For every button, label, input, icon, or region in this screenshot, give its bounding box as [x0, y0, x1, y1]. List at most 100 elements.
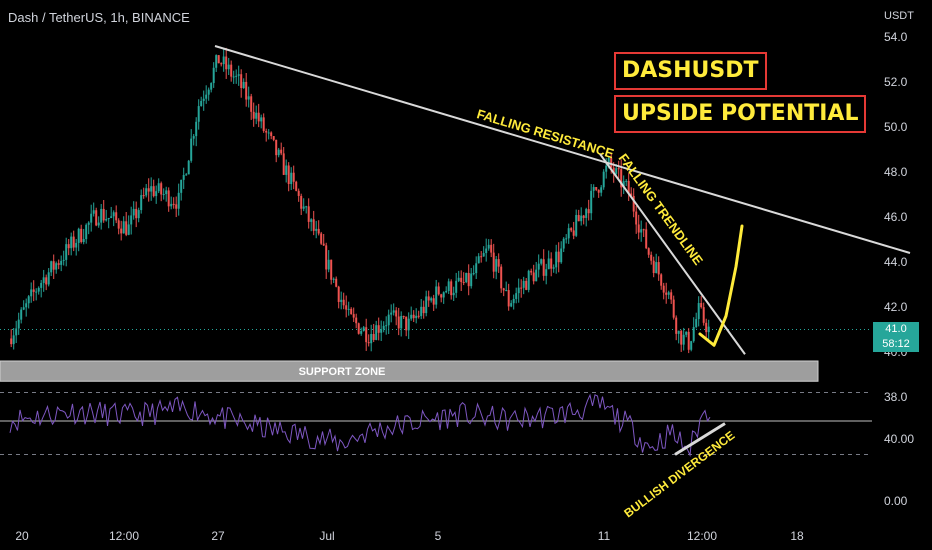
- candle: [22, 300, 25, 311]
- candle-body: [607, 157, 610, 166]
- candle-body: [677, 330, 680, 334]
- candle: [595, 187, 598, 192]
- candle-body: [10, 338, 13, 345]
- candle: [92, 202, 95, 217]
- candle: [477, 253, 480, 264]
- candle-body: [92, 210, 95, 214]
- candle: [250, 93, 253, 120]
- candle: [530, 268, 533, 276]
- candle: [275, 139, 278, 163]
- candle: [505, 281, 508, 292]
- candle: [445, 286, 448, 294]
- candle-body: [345, 305, 348, 310]
- candle: [345, 295, 348, 318]
- candle: [12, 327, 15, 350]
- candle: [427, 290, 430, 307]
- candle-body: [295, 181, 298, 191]
- candle: [327, 250, 330, 273]
- candle: [322, 234, 325, 246]
- candle: [70, 232, 73, 256]
- candle: [75, 238, 78, 256]
- candle-body: [367, 342, 370, 344]
- candle-body: [557, 251, 560, 263]
- candle: [255, 105, 258, 125]
- candle: [450, 279, 453, 300]
- candle-body: [667, 292, 670, 295]
- candle: [297, 188, 300, 202]
- candle: [35, 288, 38, 301]
- candle-body: [490, 244, 493, 253]
- time-axis-tick: 18: [790, 529, 804, 543]
- candle-body: [127, 224, 130, 235]
- candle: [67, 239, 70, 256]
- candle: [447, 278, 450, 295]
- candle: [397, 307, 400, 336]
- candle-body: [350, 308, 353, 315]
- candle: [315, 220, 318, 239]
- candle: [402, 315, 405, 320]
- candle-body: [342, 299, 345, 306]
- support-zone: [0, 360, 819, 382]
- candle-body: [65, 244, 68, 260]
- candle: [360, 327, 363, 336]
- candle-body: [595, 187, 598, 190]
- candle: [367, 334, 370, 347]
- candle: [65, 237, 68, 267]
- candle-body: [267, 132, 270, 134]
- candle: [522, 276, 525, 295]
- candle-body: [417, 315, 420, 317]
- candle: [285, 159, 288, 183]
- candle-body: [242, 81, 245, 89]
- candle: [247, 86, 250, 108]
- candle: [425, 290, 428, 317]
- candle-body: [315, 228, 318, 231]
- candle-body: [427, 296, 430, 301]
- candle: [200, 96, 203, 107]
- candle: [622, 175, 625, 194]
- candle-body: [582, 215, 585, 218]
- candle: [342, 292, 345, 310]
- price-axis-tick: 42.0: [884, 300, 908, 314]
- candle: [570, 227, 573, 233]
- candle: [150, 177, 153, 201]
- candle-body: [97, 222, 100, 226]
- candle: [707, 319, 710, 341]
- candle: [25, 298, 28, 317]
- candle: [532, 264, 535, 285]
- candle: [535, 261, 538, 282]
- candle: [42, 269, 45, 292]
- candle-body: [385, 325, 388, 327]
- candle: [687, 328, 690, 354]
- candle: [700, 296, 703, 309]
- candle: [20, 307, 23, 324]
- candle: [72, 230, 75, 252]
- candle-body: [695, 319, 698, 328]
- candle: [657, 256, 660, 281]
- candle-body: [75, 242, 78, 248]
- candle-body: [280, 149, 283, 154]
- candle-body: [285, 165, 288, 175]
- candle-body: [462, 281, 465, 283]
- candle-body: [205, 94, 208, 99]
- candle-body: [102, 208, 105, 221]
- candle-body: [532, 272, 535, 282]
- candle: [335, 276, 338, 288]
- candle: [590, 184, 593, 221]
- candle: [217, 55, 220, 64]
- candle: [565, 234, 568, 244]
- candle: [97, 216, 100, 228]
- candle-body: [305, 206, 308, 208]
- candle: [655, 253, 658, 274]
- price-axis-tick: 46.0: [884, 210, 908, 224]
- candle-body: [590, 190, 593, 214]
- candle: [547, 250, 550, 270]
- falling-resistance-line: [214, 45, 911, 254]
- candle-body: [247, 96, 250, 100]
- candle-body: [487, 244, 490, 249]
- candle: [592, 184, 595, 198]
- candle: [287, 162, 290, 192]
- candle: [320, 231, 323, 245]
- candle-body: [592, 187, 595, 191]
- candle-body: [270, 132, 273, 137]
